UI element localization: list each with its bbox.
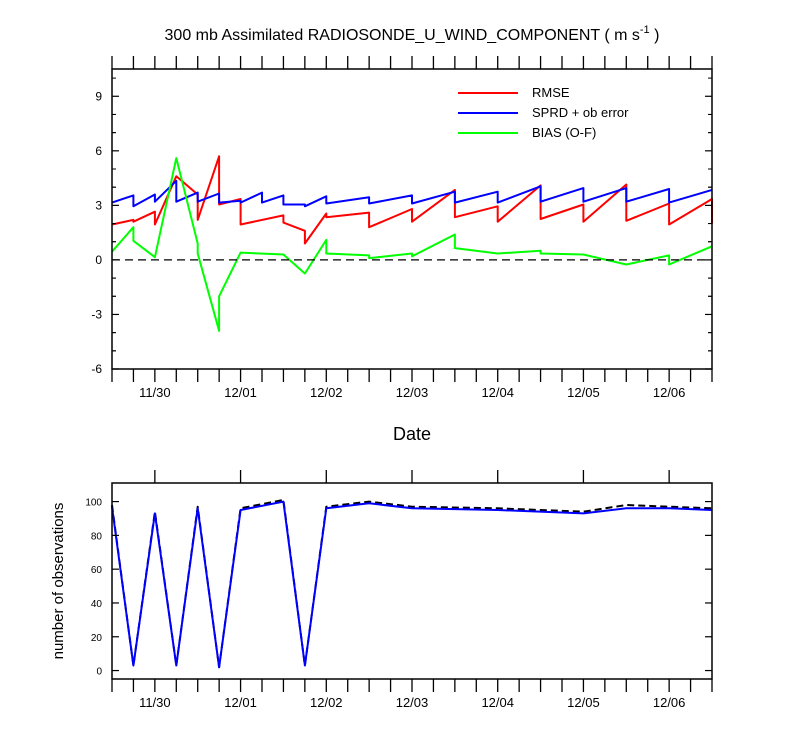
bottom-panel: 0 20 40 60 80 100 11/30 12/01 12/02 12/03 12/04 12/… [50,470,713,710]
top-plot-frame [111,68,713,370]
top-ytick-label: -6 [91,362,102,376]
top-title: 300 mb Assimilated RADIOSONDE_U_WIND_COM… [165,24,660,44]
bottom-ytick-label: 100 [85,498,102,509]
top-series-sprd-ob-error [111,179,713,208]
top-panel: 300 mb Assimilated RADIOSONDE_U_WIND_COM… [91,24,713,444]
bottom-series-total-observations [111,498,713,669]
bottom-y-axis-label: number of observations [50,503,67,660]
bottom-xtick-label: 12/05 [567,695,600,710]
bottom-plot-frame [111,482,713,680]
top-xtick-label: 12/05 [567,385,600,400]
bottom-xtick-label: 12/06 [653,695,686,710]
top-ytick-label: 0 [95,253,102,267]
top-xtick-label: 12/04 [481,385,514,400]
top-xtick-label: 11/30 [139,385,171,400]
bottom-ytick-label: 60 [91,565,103,576]
top-ytick-label: 9 [95,89,102,103]
bottom-series-used-observations [111,500,713,669]
bottom-ytick-label: 80 [91,531,103,542]
top-series-bias-o-f [111,157,713,332]
top-ytick-label: 6 [95,144,102,158]
top-xtick-label: 12/02 [310,385,343,400]
top-xtick-label: 12/01 [224,385,257,400]
bottom-xtick-label: 12/02 [310,695,343,710]
top-ytick-label: 3 [95,198,102,212]
legend-label-bias-o-f: BIAS (O-F) [532,125,596,140]
top-ticks-group: -6 -3 0 3 6 9 11/30 12/01 12/02 12/03 12/04 12/05 12… [91,56,713,400]
top-series-rmse [111,155,713,245]
bottom-series-group [111,498,713,669]
top-series-group [111,155,713,332]
legend-label-sprd-ob-error: SPRD + ob error [532,105,629,120]
bottom-ticks-group: 0 20 40 60 80 100 11/30 12/01 12/02 12/03 12/04 12/… [85,470,713,710]
legend-label-rmse: RMSE [532,85,570,100]
top-title-main: 300 mb Assimilated RADIOSONDE_U_WIND_COM… [165,27,640,44]
bottom-ytick-label: 20 [91,633,103,644]
bottom-xtick-label: 12/01 [224,695,257,710]
bottom-xtick-label: 12/03 [396,695,429,710]
top-xtick-label: 12/03 [396,385,429,400]
top-x-axis-label: Date [393,424,431,444]
bottom-xtick-label: 12/04 [481,695,514,710]
top-xtick-label: 12/06 [653,385,686,400]
top-title-superscript: -1 [640,24,650,36]
bottom-ytick-label: 0 [96,667,102,678]
top-ytick-label: -3 [91,307,102,321]
bottom-xtick-label: 11/30 [139,695,171,710]
top-legend: RMSE SPRD + ob error BIAS (O-F) [458,85,629,140]
top-title-end: ) [650,27,660,44]
bottom-ytick-label: 40 [91,599,103,610]
